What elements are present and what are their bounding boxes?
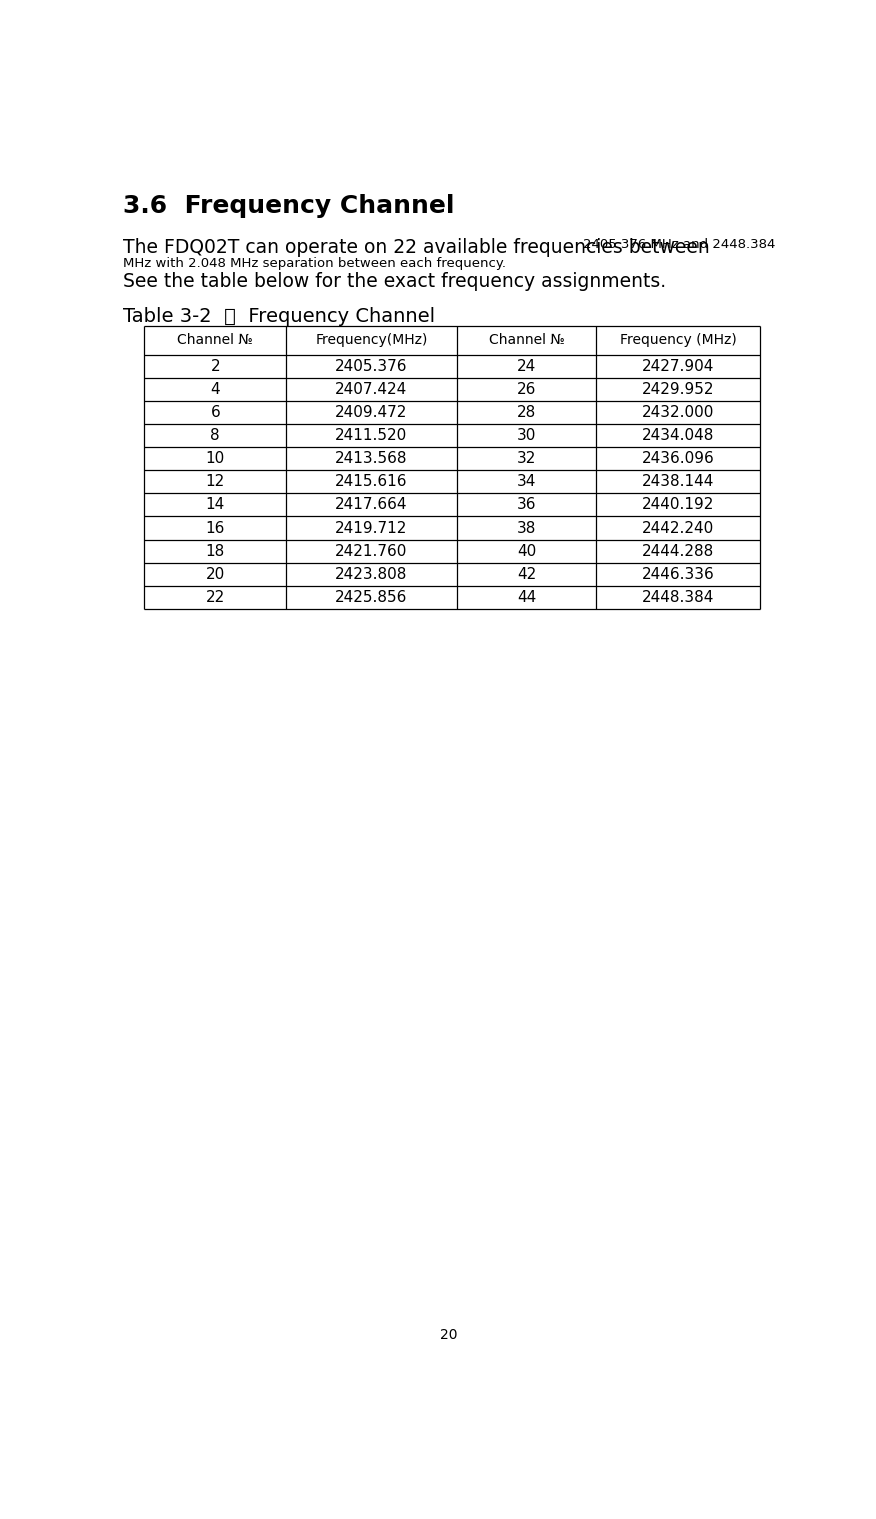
Text: 2438.144: 2438.144 — [642, 474, 715, 489]
Text: 2407.424: 2407.424 — [336, 381, 407, 396]
Text: 2: 2 — [210, 358, 220, 374]
Text: 2405.376 MHz and 2448.384: 2405.376 MHz and 2448.384 — [583, 237, 775, 251]
Text: 2436.096: 2436.096 — [642, 451, 715, 466]
Text: 2409.472: 2409.472 — [336, 406, 407, 421]
Text: 26: 26 — [517, 381, 536, 396]
Text: MHz with 2.048 MHz separation between each frequency.: MHz with 2.048 MHz separation between ea… — [124, 257, 506, 270]
Text: 2442.240: 2442.240 — [642, 521, 715, 536]
Text: 36: 36 — [517, 497, 536, 512]
Text: See the table below for the exact frequency assignments.: See the table below for the exact freque… — [124, 272, 667, 292]
Text: 42: 42 — [517, 567, 536, 582]
Text: 2434.048: 2434.048 — [642, 428, 715, 444]
Text: 2423.808: 2423.808 — [336, 567, 407, 582]
Text: The FDQ02T can operate on 22 available frequencies between: The FDQ02T can operate on 22 available f… — [124, 237, 717, 257]
Text: 16: 16 — [206, 521, 225, 536]
Text: 2417.664: 2417.664 — [336, 497, 407, 512]
Text: 2448.384: 2448.384 — [642, 589, 715, 605]
Text: 2411.520: 2411.520 — [336, 428, 407, 444]
Text: 28: 28 — [517, 406, 536, 421]
Text: 12: 12 — [206, 474, 225, 489]
Text: Frequency(MHz): Frequency(MHz) — [315, 333, 427, 348]
Text: 40: 40 — [517, 544, 536, 559]
Text: 3.6  Frequency Channel: 3.6 Frequency Channel — [124, 194, 455, 217]
Text: 32: 32 — [517, 451, 536, 466]
Text: 44: 44 — [517, 589, 536, 605]
Text: 38: 38 — [517, 521, 536, 536]
Text: 2429.952: 2429.952 — [642, 381, 715, 396]
Text: 2405.376: 2405.376 — [336, 358, 407, 374]
Text: 2427.904: 2427.904 — [642, 358, 715, 374]
Text: 6: 6 — [210, 406, 220, 421]
Text: 2415.616: 2415.616 — [336, 474, 407, 489]
Text: 20: 20 — [441, 1328, 457, 1341]
Text: 30: 30 — [517, 428, 536, 444]
Text: 2419.712: 2419.712 — [336, 521, 407, 536]
Text: 8: 8 — [210, 428, 220, 444]
Text: Channel №: Channel № — [178, 333, 253, 348]
Text: 2425.856: 2425.856 — [336, 589, 407, 605]
Text: Table 3-2  ：  Frequency Channel: Table 3-2 ： Frequency Channel — [124, 307, 435, 327]
Text: Channel №: Channel № — [489, 333, 564, 348]
Text: 2444.288: 2444.288 — [642, 544, 715, 559]
Text: 2446.336: 2446.336 — [642, 567, 715, 582]
Text: 14: 14 — [206, 497, 225, 512]
Text: 2432.000: 2432.000 — [642, 406, 715, 421]
Text: 18: 18 — [206, 544, 225, 559]
Text: 2413.568: 2413.568 — [336, 451, 407, 466]
Text: 2440.192: 2440.192 — [642, 497, 715, 512]
Text: 22: 22 — [206, 589, 225, 605]
Text: Frequency (MHz): Frequency (MHz) — [620, 333, 737, 348]
Text: 10: 10 — [206, 451, 225, 466]
Text: 34: 34 — [517, 474, 536, 489]
Text: 24: 24 — [517, 358, 536, 374]
Text: 4: 4 — [210, 381, 220, 396]
Text: 20: 20 — [206, 567, 225, 582]
Text: 2421.760: 2421.760 — [336, 544, 407, 559]
